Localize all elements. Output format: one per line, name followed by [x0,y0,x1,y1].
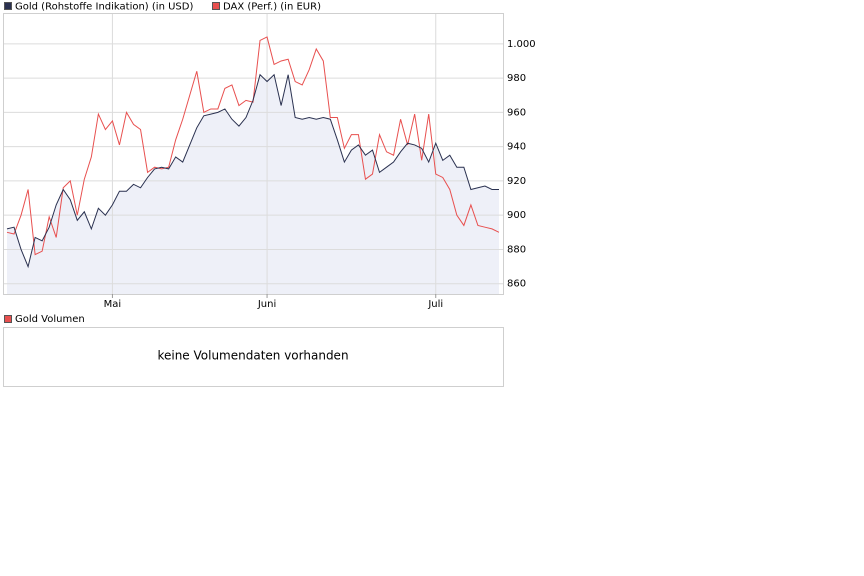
y-tick-label: 940 [507,142,526,153]
volume-message: keine Volumendaten vorhanden [157,349,348,363]
y-tick-label: 980 [507,73,526,84]
y-tick-label: 880 [507,244,526,255]
series-line [6,36,500,256]
x-tick-label: Mai [104,299,122,310]
y-tick-label: 960 [507,107,526,118]
volume-legend-swatch [4,315,12,323]
series-area [7,74,499,295]
volume-legend-label: Gold Volumen [15,314,85,325]
legend-swatch [4,2,12,10]
y-tick-label: 920 [507,176,526,187]
volume-frame [3,327,504,387]
legend-label: Gold (Rohstoffe Indikation) (in USD) [15,2,193,13]
y-tick-label: 900 [507,210,526,221]
y-tick-label: 860 [507,279,526,290]
series-line [6,73,499,269]
layers: 860 880 900 920 940 960 980 1.000 Mai Juni Juli [4,14,536,310]
y-tick-label: 1.000 [507,39,536,50]
x-tick-label: Juni [257,299,276,310]
x-tick-label: Juli [427,299,443,310]
legend-swatch [212,2,220,10]
legend-label: DAX (Perf.) (in EUR) [223,2,321,13]
